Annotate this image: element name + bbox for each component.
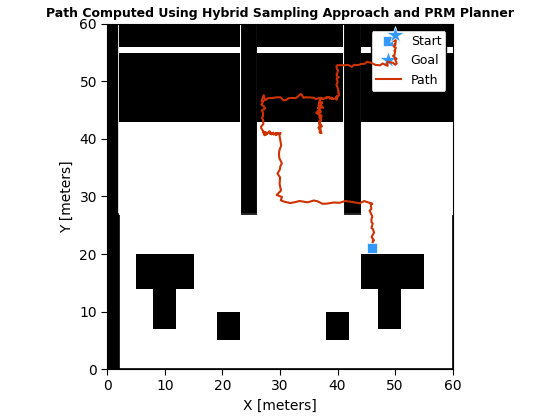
- Path: [370, 247, 376, 252]
- Bar: [361, 24, 452, 214]
- Path: [393, 35, 400, 40]
- Bar: [361, 24, 452, 47]
- Legend: Start, Goal, Path: Start, Goal, Path: [371, 30, 446, 92]
- Path: [319, 201, 326, 206]
- Title: Path Computed Using Hybrid Sampling Approach and PRM Planner: Path Computed Using Hybrid Sampling Appr…: [46, 7, 514, 20]
- Path: [317, 113, 324, 118]
- Bar: [361, 52, 452, 81]
- Bar: [326, 312, 349, 340]
- Bar: [361, 81, 452, 122]
- Bar: [119, 81, 240, 122]
- Bar: [217, 312, 240, 340]
- Bar: [136, 254, 194, 289]
- Bar: [361, 254, 424, 289]
- Bar: [257, 81, 343, 122]
- Bar: [119, 24, 240, 47]
- Bar: [257, 24, 343, 47]
- Bar: [378, 289, 401, 329]
- Bar: [153, 289, 176, 329]
- Line: Path: Path: [261, 38, 397, 249]
- Bar: [119, 24, 240, 214]
- Bar: [257, 52, 343, 81]
- Path: [389, 60, 396, 65]
- Bar: [119, 214, 452, 369]
- Path: [319, 95, 325, 100]
- Bar: [257, 24, 343, 214]
- Path: [317, 118, 324, 123]
- Bar: [119, 52, 240, 81]
- Bar: [119, 24, 452, 214]
- X-axis label: X [meters]: X [meters]: [243, 399, 317, 413]
- Path: [316, 120, 323, 125]
- Y-axis label: Y [meters]: Y [meters]: [60, 160, 74, 233]
